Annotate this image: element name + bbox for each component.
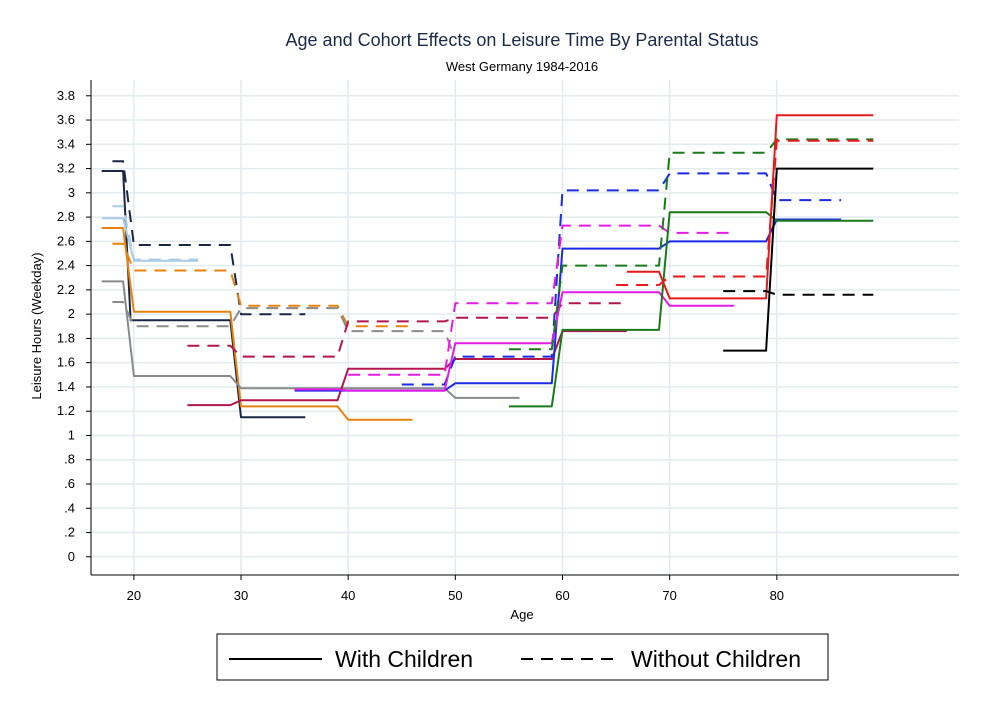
- series-line-8-without-children: [112, 205, 199, 261]
- x-tick-label: 70: [662, 588, 676, 603]
- axes: [86, 80, 959, 580]
- series-line-3-with-children: [101, 227, 413, 421]
- y-tick-label: .4: [64, 500, 75, 515]
- y-tick-label: 3.2: [57, 161, 75, 176]
- x-tick-label: 20: [127, 588, 141, 603]
- y-tick-label: 3.8: [57, 88, 75, 103]
- legend-box: [216, 633, 829, 681]
- y-tick-label: 2: [68, 306, 75, 321]
- y-tick-label: 0: [68, 549, 75, 564]
- chart-title: Age and Cohort Effects on Leisure Time B…: [286, 30, 759, 50]
- x-tick-labels: 20 30 40 50 60 70 80: [127, 588, 784, 603]
- y-tick-label: 1: [68, 427, 75, 442]
- chart-subtitle: West Germany 1984-2016: [446, 59, 598, 74]
- legend: With Children Without Children: [216, 633, 829, 681]
- series-line-15-with-children: [508, 211, 874, 408]
- series-line-5-with-children: [101, 280, 520, 399]
- y-tick-label: 1.2: [57, 403, 75, 418]
- x-tick-label: 50: [448, 588, 462, 603]
- series-line-18-without-children: [616, 139, 874, 286]
- y-tick-label: .6: [64, 476, 75, 491]
- series-line-4-without-children: [112, 242, 413, 328]
- y-tick-label: 2.8: [57, 209, 75, 224]
- series-line-2-without-children: [112, 160, 306, 316]
- y-tick-label: 1.6: [57, 355, 75, 370]
- series-line-20-without-children: [723, 290, 874, 296]
- y-tick-label: 2.6: [57, 233, 75, 248]
- series-line-6-without-children: [112, 301, 520, 360]
- y-tick-label: .8: [64, 452, 75, 467]
- y-tick-label: 1.4: [57, 379, 75, 394]
- series-line-19-with-children: [723, 167, 874, 352]
- x-tick-label: 40: [341, 588, 355, 603]
- y-tick-label: 2.2: [57, 282, 75, 297]
- legend-label-with-children: With Children: [335, 646, 473, 672]
- legend-label-without-children: Without Children: [631, 646, 801, 672]
- grid-lines: [91, 80, 959, 575]
- series-line-14-without-children: [348, 224, 734, 376]
- x-tick-label: 60: [555, 588, 569, 603]
- x-axis-label: Age: [510, 607, 533, 622]
- y-tick-label: 3.6: [57, 112, 75, 127]
- series-line-7-with-children: [101, 217, 199, 262]
- series-line-17-with-children: [626, 114, 874, 300]
- series-line-12-without-children: [401, 172, 842, 386]
- series-line-1-with-children: [101, 170, 306, 419]
- y-tick-label: 2.4: [57, 258, 75, 273]
- y-tick-labels: 0 .2 .4 .6 .8 1 1.2 1.4 1.6 1.8 2 2.2 2.4 2.6 2.8 3 3.2 3…: [57, 88, 75, 564]
- y-tick-label: .2: [64, 525, 75, 540]
- y-axis-label: Leisure Hours (Weekday): [29, 252, 44, 399]
- x-tick-label: 80: [770, 588, 784, 603]
- y-tick-label: 1.8: [57, 330, 75, 345]
- y-tick-label: 3.4: [57, 136, 75, 151]
- series-line-11-with-children: [294, 218, 842, 392]
- series-line-9-with-children: [187, 330, 627, 407]
- series-line-13-with-children: [294, 291, 734, 392]
- y-tick-label: 3: [68, 185, 75, 200]
- series-lines: [101, 114, 874, 421]
- series-line-16-without-children: [508, 138, 874, 351]
- x-tick-label: 30: [234, 588, 248, 603]
